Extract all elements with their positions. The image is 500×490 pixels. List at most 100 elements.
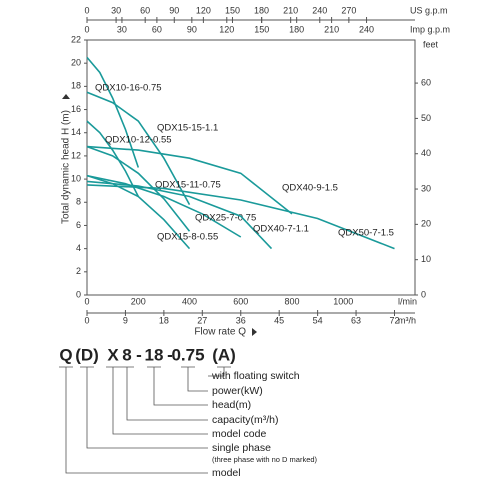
curve-label: QDX15-15-1.1 <box>157 123 218 134</box>
imp_gpm_axis-tick-label: 240 <box>359 24 374 34</box>
connector <box>80 366 208 449</box>
x-tick-label: 800 <box>284 296 299 306</box>
curve-label: QDX40-9-1.5 <box>282 183 338 194</box>
plot-frame <box>86 39 416 296</box>
pump-curve <box>86 174 191 250</box>
pump-curve <box>86 56 140 168</box>
imp_gpm_axis-tick-label: 30 <box>117 24 127 34</box>
curve-label: QDX15-11-0.75 <box>155 180 221 191</box>
imp_gpm_axis-tick-label: 0 <box>84 24 89 34</box>
us_gpm_axis-tick-label: 210 <box>283 5 298 15</box>
pump-curve <box>86 184 395 250</box>
x-tick-label: 600 <box>233 296 248 306</box>
code-description: single phase <box>212 442 271 454</box>
y-axis-title: Total dynamic head H (m) <box>61 110 72 224</box>
connector <box>181 366 208 392</box>
pump-curve <box>86 174 242 238</box>
y-tick-label: 20 <box>71 58 81 68</box>
pump-curve <box>86 145 191 232</box>
code-part: 18 <box>145 345 164 364</box>
code-part: (D) <box>75 345 99 364</box>
code-note: (three phase with no D marked) <box>212 455 318 464</box>
code-description: capacity(m³/h) <box>212 414 279 426</box>
pump-curve <box>86 180 273 250</box>
model-code-diagram: Q (D) X 8-18 -0.75 (A)with floating switchpow… <box>59 345 318 479</box>
us-gpm-unit: US g.p.m <box>410 5 448 15</box>
x-tick-label: 400 <box>182 296 197 306</box>
connector <box>120 366 208 421</box>
connector <box>147 366 208 406</box>
x-tick-label: 1000 <box>333 296 353 306</box>
m3h_axis-tick-label: 0 <box>84 315 89 325</box>
y-tick-label: 12 <box>71 150 81 160</box>
y-tick-label: 14 <box>71 127 81 137</box>
us_gpm_axis-tick-label: 150 <box>225 5 240 15</box>
code-part: - <box>167 345 173 364</box>
feet-unit: feet <box>423 39 439 49</box>
us_gpm_axis-tick-label: 120 <box>196 5 211 15</box>
curve-label: QDX50-7-1.5 <box>338 228 394 239</box>
us_gpm_axis-tick-label: 90 <box>169 5 179 15</box>
us_gpm_axis-tick-label: 270 <box>341 5 356 15</box>
feet-tick-label: 60 <box>421 77 431 87</box>
us_gpm_axis-tick-label: 180 <box>254 5 269 15</box>
feet-tick-label: 30 <box>421 183 431 193</box>
y-tick-label: 4 <box>76 243 81 253</box>
curve-label: QDX40-7-1.1 <box>253 224 309 235</box>
code-part: - <box>136 345 142 364</box>
code-part: 0.75 <box>171 345 204 364</box>
m3h_axis-tick-label: 54 <box>313 315 323 325</box>
y-tick-label: 16 <box>71 104 81 114</box>
imp_gpm_axis-tick-label: 90 <box>187 24 197 34</box>
curve-label: QDX15-8-0.55 <box>157 232 218 243</box>
imp_gpm_axis-tick-label: 120 <box>219 24 234 34</box>
y-tick-label: 18 <box>71 81 81 91</box>
connector <box>106 366 208 435</box>
m3h-unit: m³/h <box>398 315 416 325</box>
m3h_axis-tick-label: 18 <box>159 315 169 325</box>
imp_gpm_axis-tick-label: 150 <box>254 24 269 34</box>
us_gpm_axis-tick-label: 240 <box>312 5 327 15</box>
imp_gpm_axis-tick-label: 210 <box>324 24 339 34</box>
code-part: X <box>107 345 119 364</box>
code-description: head(m) <box>212 399 251 411</box>
pump-curve <box>86 120 140 197</box>
code-part: Q <box>59 345 72 364</box>
y-tick-label: 10 <box>71 173 81 183</box>
code-description: power(kW) <box>212 385 263 397</box>
us_gpm_axis-tick-label: 30 <box>111 5 121 15</box>
feet-tick-label: 50 <box>421 113 431 123</box>
lmin-unit: l/min <box>398 296 417 306</box>
code-description: model <box>212 467 241 479</box>
pump-curve <box>86 145 293 215</box>
m3h_axis-tick-label: 72 <box>389 315 399 325</box>
x-tick-label: 0 <box>84 296 89 306</box>
us_gpm_axis-tick-label: 0 <box>84 5 89 15</box>
y-tick-label: 6 <box>76 220 81 230</box>
imp_gpm_axis-tick-label: 60 <box>152 24 162 34</box>
curve-label: QDX10-12-0.55 <box>105 135 172 146</box>
code-description: with floating switch <box>211 370 300 382</box>
feet-tick-label: 40 <box>421 148 431 158</box>
y-tick-label: 2 <box>76 266 81 276</box>
connector <box>59 366 208 474</box>
y-arrow <box>62 94 70 99</box>
m3h_axis-tick-label: 9 <box>123 315 128 325</box>
feet-tick-label: 20 <box>421 219 431 229</box>
y-tick-label: 8 <box>76 197 81 207</box>
m3h_axis-tick-label: 45 <box>274 315 284 325</box>
curve-label: QDX25-7-0.75 <box>195 213 256 224</box>
imp_gpm_axis-tick-label: 180 <box>289 24 304 34</box>
x-tick-label: 200 <box>131 296 146 306</box>
y-tick-label: 22 <box>71 34 81 44</box>
curve-label: QDX10-16-0.75 <box>95 83 162 94</box>
m3h_axis-tick-label: 36 <box>236 315 246 325</box>
x-axis-title: Flow rate Q <box>194 327 246 338</box>
code-part: 8 <box>122 345 131 364</box>
pump-curve <box>86 91 191 205</box>
feet-tick-label: 10 <box>421 254 431 264</box>
feet-tick-label: 0 <box>421 289 426 299</box>
code-description: model code <box>212 428 266 440</box>
